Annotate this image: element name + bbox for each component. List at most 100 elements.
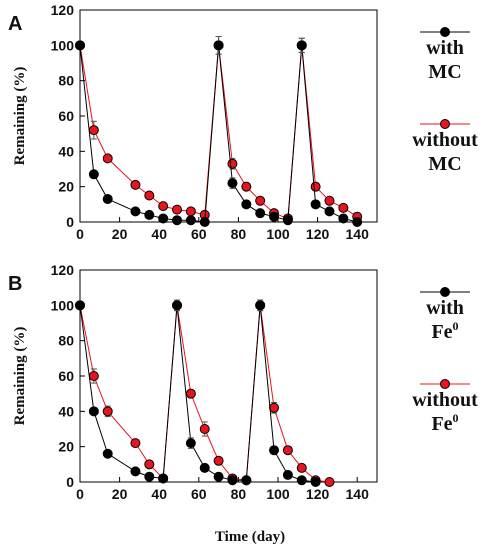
legend-entry-line1: without [412,389,478,411]
data-point [130,466,141,477]
legend-entry-line1: with [426,297,464,319]
legend-entry-line2: MC [428,61,461,83]
data-point [241,199,252,210]
data-point [255,300,266,311]
data-point [338,202,349,213]
data-point [352,217,363,227]
y-tick-label: 120 [51,2,75,18]
data-point [144,459,155,470]
panel-a: A Remaining (%) 0 20 40 60 80 100 120 140 0 20 40 60 8… [8,2,478,242]
data-point [282,445,293,456]
x-tick-label: 140 [346,226,370,242]
data-point [199,462,210,473]
x-tick-label: 120 [306,226,330,242]
data-point [227,178,238,189]
x-tick-label: 0 [76,226,84,242]
data-point [144,209,155,220]
data-point [172,215,183,226]
data-point [158,201,169,212]
x-tick-label: 140 [346,486,370,502]
legend-entry-line2: MC [428,153,461,175]
x-tick-label: 100 [266,486,290,502]
data-point [269,445,280,456]
data-point [213,40,224,51]
data-point [296,462,307,473]
x-tick-label: 80 [231,486,247,502]
data-point [296,475,307,486]
x-tick-label: 60 [191,486,207,502]
series-line [79,305,316,483]
x-tick-label: 100 [266,226,290,242]
x-tick-label: 20 [112,486,128,502]
data-point [255,208,266,219]
data-point [213,455,224,466]
data-point [269,402,280,413]
series-line [79,45,358,223]
y-tick-label: 100 [51,37,75,53]
data-point [296,40,307,51]
y-axis-title: Remaining (%) [12,67,28,166]
data-point [158,213,169,224]
legend-entry-line2: Fe0 [431,411,458,435]
plot-frame [79,269,378,483]
data-point [88,371,99,381]
legend-entry-line2: Fe0 [431,319,458,343]
panel-b: B Remaining (%) 0 20 40 60 80 100 120 140 0 20 40 60 8… [8,262,478,502]
data-point [158,473,169,484]
data-point [144,190,155,201]
data-point [185,388,196,399]
legend-marker [440,27,450,37]
data-point [199,217,210,227]
y-tick-label: 60 [58,108,74,124]
y-tick-label: 0 [66,214,74,230]
x-tick-label: 80 [231,226,247,242]
legend-superscript: 0 [453,319,459,333]
y-tick-label: 100 [51,297,75,313]
data-point [102,153,113,164]
y-tick-label: 80 [58,73,74,89]
series-line [79,45,358,220]
y-tick-label: 40 [58,403,74,419]
data-point [241,181,252,192]
data-point [185,206,196,217]
y-tick-label: 80 [58,333,74,349]
data-point [324,477,335,487]
x-tick-label: 0 [76,486,84,502]
panel-letter: A [8,13,22,35]
y-tick-label: 20 [58,179,74,195]
x-tick-label: 40 [151,486,167,502]
data-point [338,213,349,224]
legend-marker [440,287,450,297]
legend-entry-line1: without [412,129,478,151]
y-tick-label: 20 [58,439,74,455]
data-point [227,158,238,169]
series-line [79,305,330,483]
legend-marker [440,379,450,389]
data-point [227,475,238,486]
data-point [88,125,99,136]
data-point [75,300,85,311]
panel-letter: B [8,273,22,295]
data-point [213,471,224,482]
y-tick-label: 60 [58,368,74,384]
data-point [199,424,210,434]
data-point [172,204,183,215]
y-tick-label: 40 [58,143,74,159]
x-axis-title: Time (day) [215,529,285,545]
data-point [102,194,113,205]
data-point [310,477,321,487]
legend-marker [440,119,450,129]
data-point [144,471,155,482]
data-point [185,438,196,449]
data-point [324,206,335,217]
y-tick-label: 0 [66,474,74,490]
data-point [282,215,293,226]
data-point [102,448,113,459]
y-axis-title: Remaining (%) [12,327,28,426]
data-point [88,169,99,180]
data-point [185,215,196,226]
data-point [241,475,252,486]
data-point [130,179,141,190]
data-point [130,438,141,449]
